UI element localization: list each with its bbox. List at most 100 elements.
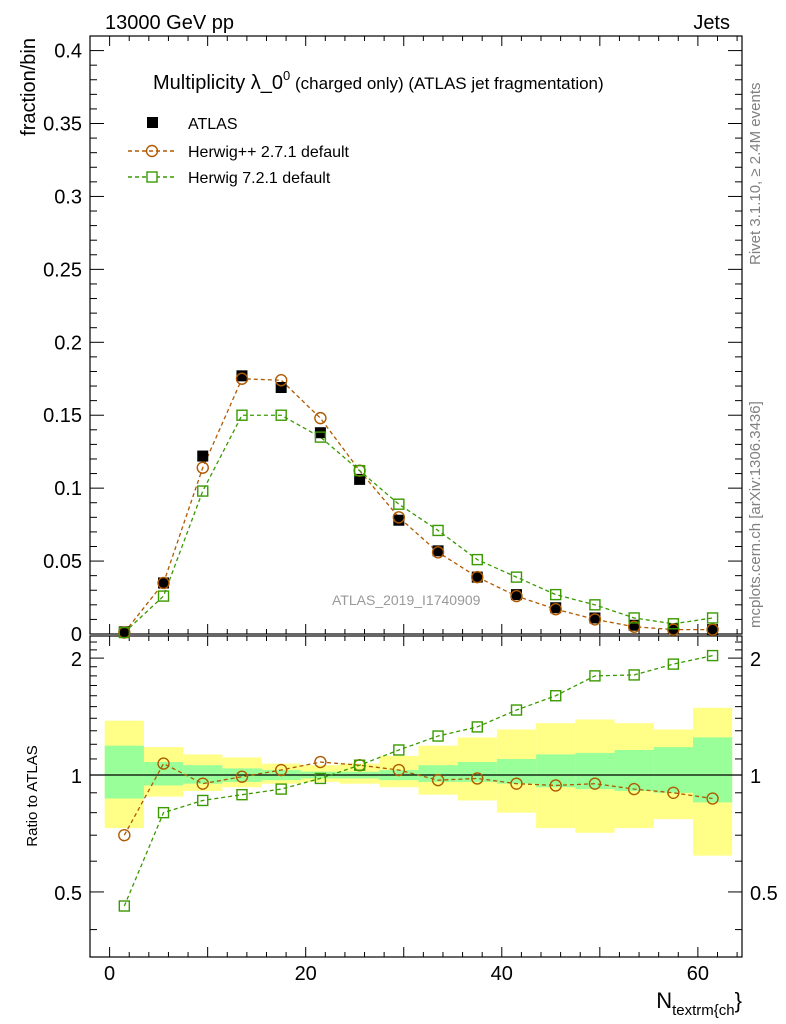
ratio-uncertainty-bands bbox=[90, 707, 742, 856]
herwigpp-point bbox=[431, 546, 445, 559]
legend-item-herwig7: Herwig 7.2.1 default bbox=[128, 170, 331, 187]
atlas-point bbox=[471, 571, 483, 583]
legend-label-herwigpp: Herwig++ 2.7.1 default bbox=[188, 144, 350, 161]
stat-band-bin bbox=[143, 762, 184, 786]
header-right: Jets bbox=[693, 12, 730, 34]
ratio-tick-label-right: 2 bbox=[750, 649, 761, 671]
herwigpp-ratio-point bbox=[196, 777, 209, 790]
herwig7-ratio-point bbox=[706, 649, 719, 662]
herwigpp-point bbox=[510, 589, 523, 603]
legend-item-herwigpp: Herwig++ 2.7.1 default bbox=[128, 144, 350, 161]
stat-band-bin bbox=[653, 747, 693, 793]
herwig7-point bbox=[706, 612, 719, 624]
stat-band-bin bbox=[418, 765, 458, 782]
herwigpp-point bbox=[627, 620, 641, 633]
x-axis-label: Ntextrm{ch} bbox=[656, 988, 742, 1019]
herwig7-ratio-point bbox=[510, 704, 523, 716]
stat-band-bin bbox=[692, 737, 733, 803]
stat-band-bin bbox=[496, 758, 537, 784]
atlas-point bbox=[550, 602, 562, 614]
x-axis-label-close: } bbox=[735, 988, 742, 1013]
x-tick-label: 0 bbox=[104, 963, 115, 985]
herwig7-ratio-point bbox=[432, 730, 444, 742]
herwig7-point bbox=[275, 409, 287, 421]
y-tick-label: 0 bbox=[71, 624, 82, 646]
herwig7-point bbox=[118, 626, 131, 639]
chart-title: Multiplicity λ_00 (charged only) (ATLAS … bbox=[153, 68, 604, 94]
x-tick-label: 40 bbox=[491, 963, 513, 985]
herwigpp-ratio-point bbox=[706, 792, 719, 805]
atlas-point bbox=[275, 382, 287, 394]
herwigpp-ratio-point bbox=[510, 777, 523, 790]
herwig7-point bbox=[432, 524, 444, 537]
series-curves bbox=[123, 378, 713, 907]
herwig7-ratio-point bbox=[236, 788, 248, 801]
y-tick-label: 0.35 bbox=[43, 114, 82, 136]
herwig7-point bbox=[353, 464, 366, 477]
herwigpp-point bbox=[314, 411, 327, 425]
atlas-point bbox=[432, 545, 444, 557]
atlas-point bbox=[628, 619, 640, 631]
herwigpp-ratio-point bbox=[118, 828, 131, 842]
herwigpp-ratio-point bbox=[667, 786, 680, 799]
ratio-tick-label: 1 bbox=[71, 766, 82, 788]
atlas-point bbox=[354, 473, 366, 485]
herwigpp-ratio-point bbox=[588, 777, 602, 790]
main-plot-frame bbox=[89, 35, 743, 635]
herwigpp-point bbox=[235, 372, 249, 385]
herwigpp-point bbox=[274, 374, 288, 387]
stat-band-bin bbox=[457, 762, 497, 782]
series-line-herwig7 bbox=[123, 414, 713, 634]
ratio-y-axis-label: Ratio to ATLAS bbox=[24, 745, 41, 846]
stat-band-bin bbox=[536, 754, 576, 788]
herwig7-point bbox=[471, 553, 483, 566]
legend-marker-atlas bbox=[147, 117, 158, 128]
herwigpp-point bbox=[706, 623, 719, 636]
legend: ATLAS Herwig++ 2.7.1 default Herwig 7.2.… bbox=[128, 116, 350, 187]
ratio-tick-label: 0.5 bbox=[54, 883, 82, 905]
atlas-point bbox=[118, 626, 130, 638]
header-left: 13000 GeV pp bbox=[105, 12, 234, 34]
x-tick-label: 20 bbox=[295, 963, 317, 985]
rivet-version-note: Rivet 3.1.10, ≥ 2.4M events bbox=[747, 83, 764, 266]
herwig7-point bbox=[314, 431, 327, 443]
plot-frames bbox=[89, 35, 743, 958]
x-tick-label: 60 bbox=[687, 963, 709, 985]
herwig7-ratio-point bbox=[275, 783, 287, 795]
herwig7-ratio-point bbox=[314, 772, 327, 785]
atlas-point bbox=[393, 514, 405, 526]
chart-title-main: Multiplicity λ_0 bbox=[153, 72, 283, 94]
herwigpp-ratio-point bbox=[274, 763, 288, 777]
chart-title-superscript: 0 bbox=[283, 68, 290, 83]
herwigpp-ratio-point bbox=[431, 773, 445, 787]
ratio-tick-label: 2 bbox=[71, 649, 82, 671]
y-tick-label: 0.2 bbox=[54, 332, 82, 354]
stat-band-bin bbox=[104, 745, 144, 799]
herwigpp-point bbox=[392, 511, 406, 524]
herwigpp-point bbox=[588, 613, 602, 626]
atlas-point bbox=[158, 577, 170, 589]
mcplots-reference: mcplots.cern.ch [arXiv:1306.3436] bbox=[747, 401, 764, 628]
herwig7-ratio-point bbox=[471, 721, 483, 733]
herwig7-ratio-point bbox=[353, 759, 366, 771]
stat-band-bin bbox=[575, 752, 615, 790]
atlas-point bbox=[707, 624, 719, 636]
ratio-line-herwig7 bbox=[123, 654, 713, 907]
herwig7-ratio-point bbox=[157, 806, 170, 819]
x-axis-label-subscript: textrm{ch bbox=[672, 1002, 735, 1019]
herwigpp-ratio-point bbox=[471, 772, 484, 785]
y-tick-label: 0.4 bbox=[54, 41, 82, 63]
herwigpp-ratio-point bbox=[627, 782, 641, 796]
herwig7-ratio-point bbox=[550, 690, 562, 702]
series-markers bbox=[118, 370, 719, 912]
y-tick-label: 0.05 bbox=[43, 551, 82, 573]
x-axis-label-main: N bbox=[656, 988, 672, 1013]
atlas-point bbox=[197, 450, 209, 462]
herwigpp-point bbox=[196, 461, 209, 474]
herwig7-point bbox=[667, 618, 680, 630]
atlas-point bbox=[236, 370, 248, 382]
herwigpp-point bbox=[549, 603, 562, 616]
y-tick-label: 0.1 bbox=[54, 478, 82, 500]
